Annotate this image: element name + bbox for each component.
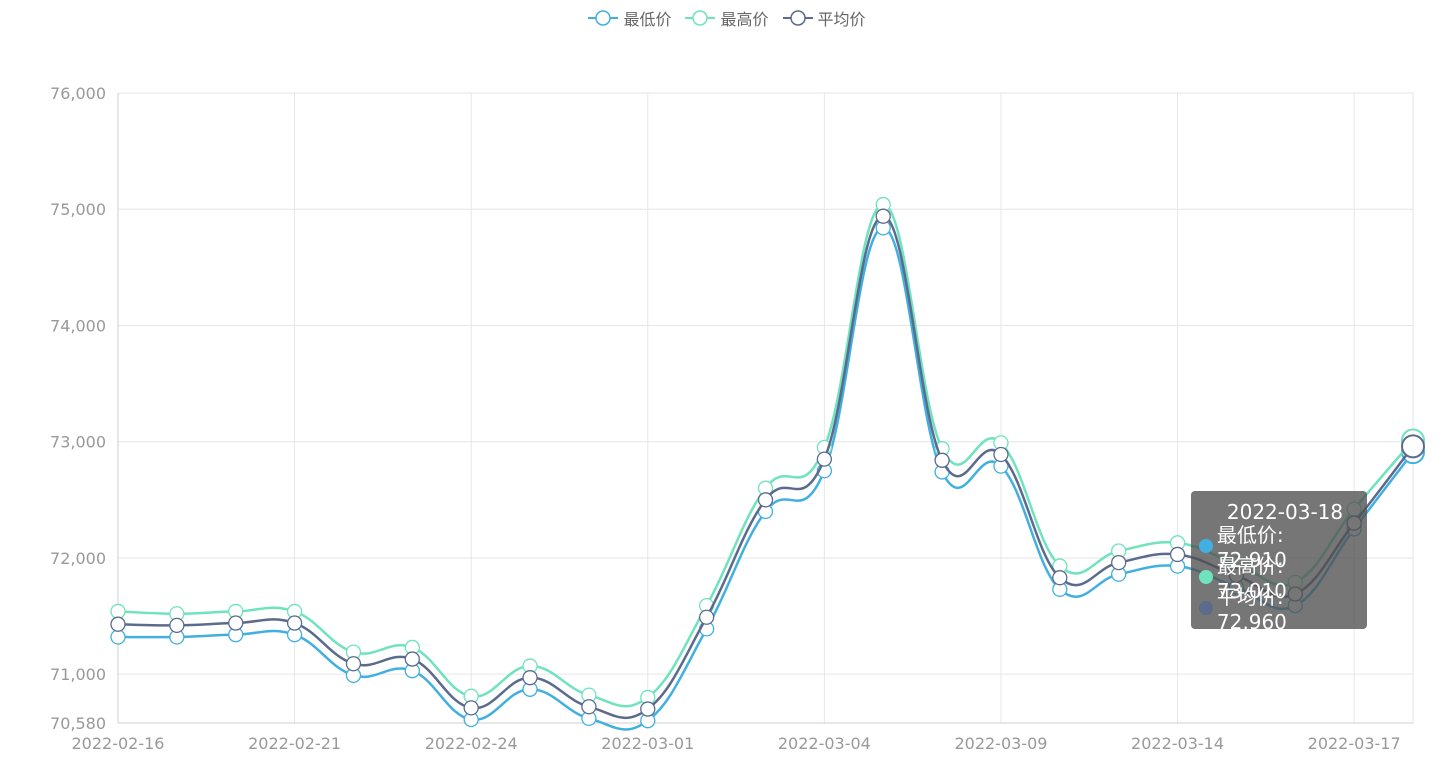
data-point-avg[interactable]: [1052, 570, 1068, 586]
y-tick-label: 73,000: [50, 433, 106, 452]
y-tick-label: 75,000: [50, 200, 106, 219]
data-point-avg[interactable]: [169, 617, 185, 634]
data-point-avg[interactable]: [640, 701, 656, 717]
data-point-avg[interactable]: [934, 452, 950, 468]
data-point-avg[interactable]: [522, 670, 538, 686]
legend-item-low[interactable]: 最低价: [588, 6, 671, 30]
y-tick-label: 76,000: [50, 84, 106, 103]
tooltip: 2022-03-18 最低价: 72,910 最高价: 73,010 平均价: …: [1191, 491, 1367, 634]
x-axis-tick-labels: 2022-02-16 2022-02-21 2022-02-24 2022-03-01…: [72, 734, 1401, 753]
legend-marker-high: [685, 10, 716, 26]
tooltip-value-avg: 平均价: 72,960: [1216, 585, 1287, 634]
legend-label-low: 最低价: [623, 10, 672, 29]
legend-item-high[interactable]: 最高价: [685, 6, 769, 30]
legend-item-avg[interactable]: 平均价: [782, 6, 866, 30]
tooltip-value-low: 最低价: 72,910: [1216, 523, 1287, 572]
data-point-avg[interactable]: [875, 208, 891, 224]
data-point-avg[interactable]: [463, 700, 479, 716]
y-axis-tick-labels: 76,000 75,000 74,000 73,000 72,000 71,000 70,5…: [50, 84, 106, 733]
data-point-avg[interactable]: [286, 615, 303, 631]
x-tick-label: 2022-03-04: [778, 734, 871, 753]
legend-marker-avg: [782, 10, 813, 26]
legend: 最低价 最高价 平均价: [0, 6, 1454, 30]
y-tick-label: 72,000: [50, 549, 106, 568]
tooltip-row-low: 最低价: 72,910: [1199, 523, 1359, 572]
tooltip-value-high: 最高价: 73,010: [1216, 554, 1287, 603]
data-point-avg[interactable]: [993, 446, 1009, 463]
tooltip-row-high: 最高价: 73,010: [1199, 554, 1359, 603]
x-tick-label: 2022-03-09: [954, 734, 1047, 753]
x-tick-label: 2022-03-17: [1308, 734, 1401, 753]
y-tick-label: 71,000: [50, 665, 106, 684]
data-point-avg[interactable]: [404, 651, 420, 667]
data-point-avg[interactable]: [1111, 554, 1127, 571]
x-tick-label: 2022-02-16: [72, 734, 165, 753]
y-tick-label: 70,580: [50, 714, 106, 733]
series-line-avg: [117, 214, 1414, 720]
series-lines: [110, 196, 1425, 731]
data-point-avg[interactable]: [110, 616, 126, 632]
tooltip-dot-high: [1199, 569, 1213, 584]
legend-marker-low: [588, 10, 619, 26]
y-tick-label: 74,000: [50, 316, 106, 335]
data-point-avg[interactable]: [698, 609, 715, 625]
data-point-avg[interactable]: [1169, 546, 1186, 563]
data-point-avg[interactable]: [345, 656, 362, 672]
data-point-high[interactable]: [110, 603, 126, 620]
data-point-avg[interactable]: [757, 492, 774, 508]
data-point-avg[interactable]: [581, 699, 597, 715]
data-point-avg[interactable]: [228, 615, 244, 631]
tooltip-dot-avg: [1199, 600, 1213, 615]
x-tick-label: 2022-03-01: [601, 734, 694, 753]
tooltip-date: 2022-03-18: [1226, 500, 1344, 524]
x-tick-label: 2022-02-21: [248, 734, 341, 753]
data-point-low[interactable]: [110, 629, 126, 645]
legend-label-high: 最高价: [720, 10, 769, 29]
series-low: [110, 220, 1425, 731]
grid-lines: [118, 92, 1414, 723]
series-line-low: [117, 226, 1414, 731]
data-point-avg[interactable]: [1401, 434, 1425, 459]
data-point-avg[interactable]: [816, 451, 833, 467]
tooltip-dot-low: [1199, 538, 1213, 553]
x-tick-label: 2022-02-24: [425, 734, 518, 753]
x-tick-label: 2022-03-14: [1131, 734, 1224, 753]
tooltip-row-avg: 平均价: 72,960: [1199, 585, 1359, 634]
legend-label-avg: 平均价: [817, 10, 866, 29]
